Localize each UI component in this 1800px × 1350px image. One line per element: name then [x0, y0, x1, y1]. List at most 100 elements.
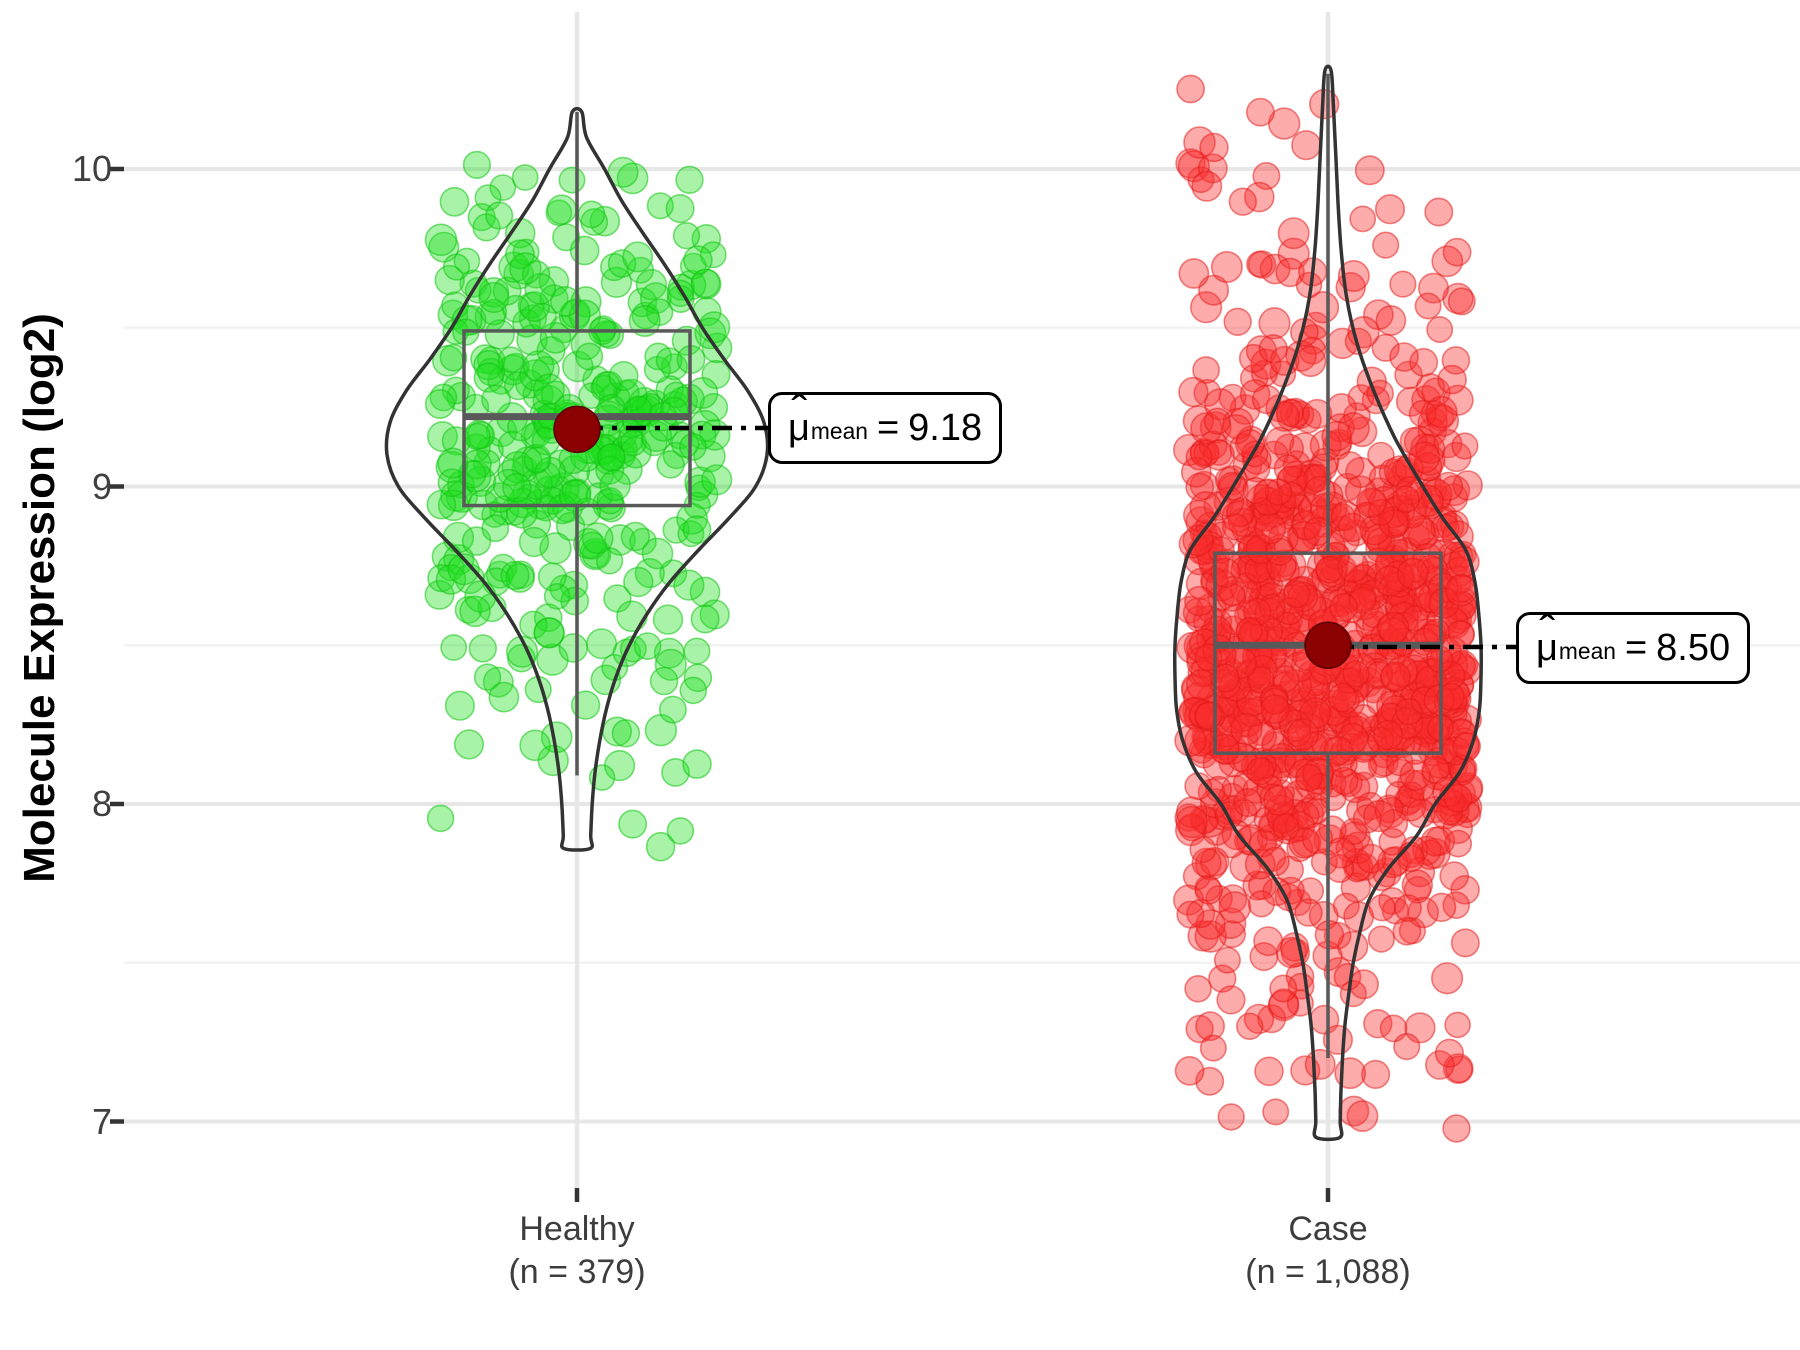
jitter-point [633, 632, 662, 661]
jitter-point [1394, 360, 1423, 390]
jitter-point [1375, 305, 1407, 336]
x-label-healthy: Healthy (n = 379) [367, 1208, 787, 1293]
jitter-point [581, 522, 614, 555]
jitter-point [464, 276, 492, 304]
jitter-point [1175, 805, 1208, 839]
jitter-point [1199, 132, 1229, 163]
jitter-point [1174, 1056, 1205, 1086]
jitter-point [1174, 724, 1207, 757]
jitter-point [1218, 891, 1252, 924]
jitter-point [649, 666, 679, 696]
jitter-point [1233, 787, 1263, 818]
jitter-point [1243, 1003, 1275, 1035]
jitter-point [1304, 1048, 1336, 1080]
jitter-point [622, 241, 654, 273]
jitter-point [492, 468, 525, 502]
jitter-point [532, 373, 565, 406]
jitter-point [1414, 292, 1442, 320]
jitter-point [1442, 1114, 1471, 1143]
jitter-point [459, 595, 491, 628]
jitter-point [1445, 620, 1475, 650]
jitter-point [1356, 487, 1387, 519]
jitter-point [1380, 661, 1412, 693]
jitter-point [1260, 846, 1290, 877]
x-label-healthy-name: Healthy [519, 1210, 635, 1248]
jitter-point [1445, 574, 1478, 607]
jitter-point [1323, 735, 1353, 766]
jitter-point [552, 223, 581, 252]
jitter-point [577, 531, 607, 560]
jitter-point [1368, 893, 1396, 922]
x-label-case-name: Case [1288, 1210, 1368, 1248]
jitter-point [1242, 476, 1270, 505]
jitter-point [1175, 148, 1206, 179]
jitter-point [628, 304, 661, 337]
jitter-point [599, 469, 631, 502]
jitter-point [1418, 272, 1450, 304]
jitter-point [665, 194, 695, 224]
jitter-point [1246, 757, 1275, 786]
jitter-point [1442, 891, 1470, 920]
jitter-point [1451, 432, 1479, 460]
jitter-point [484, 319, 515, 350]
jitter-point [1178, 376, 1209, 408]
y-tick-label-10: 10 [71, 148, 112, 189]
jitter-point [1203, 439, 1235, 471]
jitter-point [1247, 721, 1278, 752]
mean-subscript: mean [810, 418, 868, 445]
jitter-point [1414, 665, 1448, 698]
jitter-point [447, 553, 480, 586]
jitter-point [1399, 654, 1430, 685]
jitter-point [586, 628, 618, 660]
boxplot-case [1213, 551, 1443, 755]
jitter-point [503, 371, 533, 401]
jitter-point [1439, 861, 1469, 891]
jitter-point [1208, 964, 1237, 993]
jitter-point [500, 560, 530, 591]
equals-sign: = [876, 406, 900, 449]
jitter-point [1423, 618, 1451, 646]
jitter-point [523, 446, 551, 474]
jitter-point [560, 586, 590, 616]
jitter-point [1378, 887, 1407, 915]
jitter-point [1436, 682, 1465, 711]
jitter-point [1209, 733, 1240, 765]
jitter-point [1377, 611, 1410, 644]
jitter-point [1223, 307, 1252, 336]
jitter-point [1344, 475, 1377, 508]
jitter-point [1273, 454, 1303, 484]
jitter-point [485, 201, 514, 230]
jitter-point [1254, 1056, 1284, 1087]
jitter-point [1450, 928, 1480, 958]
y-tick-label-8: 8 [91, 783, 112, 824]
jitter-point [1402, 604, 1429, 632]
jitter-point [1246, 654, 1278, 686]
jitter-point [644, 342, 673, 371]
jitter-point [1303, 516, 1333, 547]
mean-annotation-case: ˆ μ mean = 8.50 [1516, 606, 1751, 684]
jitter-point [672, 222, 701, 250]
jitter-point [635, 268, 668, 301]
jitter-point [666, 284, 695, 313]
x-label-case-count: (n = 1,088) [1245, 1252, 1411, 1291]
jitter-point [1367, 925, 1395, 953]
jitter-point [1265, 426, 1295, 456]
mean-value-healthy: 9.18 [908, 406, 983, 449]
jitter-point [502, 472, 532, 503]
jitter-point [1249, 829, 1278, 858]
jitter-point [623, 566, 654, 598]
jitter-point [1189, 291, 1223, 324]
jitter-point [701, 464, 733, 496]
jitter-point [690, 268, 721, 299]
violin-outline-healthy [384, 106, 770, 852]
jitter-point [1359, 514, 1391, 546]
jitter-point [443, 543, 475, 576]
jitter-point [1182, 597, 1214, 629]
jitter-point [682, 749, 712, 779]
jitter-point [481, 514, 510, 543]
jitter-point [1254, 512, 1287, 545]
jitter-point [444, 690, 476, 721]
